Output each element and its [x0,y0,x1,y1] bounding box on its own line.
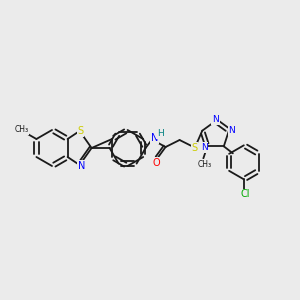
Text: CH₃: CH₃ [197,160,212,169]
Text: N: N [201,143,208,152]
Text: S: S [77,126,84,136]
Text: N: N [212,116,219,124]
Text: O: O [153,158,160,168]
Text: S: S [191,143,198,153]
Text: N: N [151,133,158,143]
Text: N: N [229,126,235,135]
Text: N: N [78,161,85,171]
Text: H: H [157,130,164,139]
Text: Cl: Cl [240,189,250,199]
Text: CH₃: CH₃ [14,125,28,134]
